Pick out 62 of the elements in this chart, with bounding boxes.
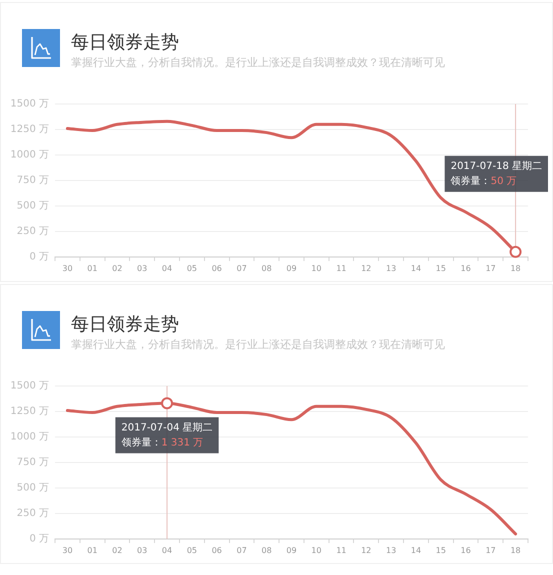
x-tick-label: 05	[186, 264, 198, 273]
y-tick-label: 1000 万	[10, 432, 49, 443]
x-tick-label: 13	[386, 546, 396, 555]
chart-title: 每日领券走势	[71, 314, 179, 336]
x-tick-label: 07	[236, 546, 247, 555]
x-tick-label: 04	[162, 264, 172, 273]
annotation: 领券量：	[121, 436, 162, 448]
x-tick-label: 02	[112, 264, 122, 273]
x-tick-label: 12	[361, 264, 372, 273]
annotation: 2017-07-18 星期二	[450, 160, 542, 172]
x-tick-label: 03	[137, 546, 148, 555]
x-tick-label: 09	[286, 546, 297, 555]
y-tick-label: 250 万	[16, 508, 49, 520]
y-tick-label: 500 万	[16, 482, 49, 494]
annotation: 50 万	[490, 176, 517, 187]
x-tick-label: 06	[212, 546, 222, 555]
x-tick-label: 13	[386, 264, 396, 273]
chart-title: 每日领券走势	[71, 32, 179, 54]
x-tick-label: 05	[186, 546, 198, 555]
chart-subtitle: 掌握行业大盘，分析自我情况。是行业上涨还是自我调整成效？现在清晰可见	[71, 338, 445, 352]
x-tick-label: 30	[62, 264, 73, 273]
y-tick-label: 1250 万	[10, 124, 49, 136]
x-tick-label: 15	[436, 546, 446, 555]
annotation: 领券量：	[450, 174, 491, 187]
y-tick-label: 250 万	[16, 226, 49, 238]
y-tick-label: 1500 万	[10, 380, 49, 392]
y-tick-label: 750 万	[16, 175, 49, 186]
x-tick-label: 04	[162, 546, 172, 555]
x-tick-label: 09	[286, 264, 297, 273]
x-tick-label: 17	[486, 546, 496, 555]
x-tick-label: 08	[262, 264, 272, 273]
x-tick-label: 17	[486, 264, 496, 273]
y-tick-label: 1000 万	[10, 150, 49, 161]
y-tick-label: 0 万	[29, 534, 49, 545]
x-tick-label: 01	[87, 264, 98, 273]
x-tick-label: 10	[311, 264, 322, 273]
y-tick-label: 1250 万	[10, 406, 49, 418]
y-tick-label: 0 万	[29, 252, 49, 263]
x-tick-label: 16	[460, 546, 471, 555]
x-tick-label: 14	[410, 546, 422, 555]
annotation: 2017-07-04 星期二	[121, 421, 213, 434]
y-tick-label: 500 万	[16, 200, 49, 212]
x-tick-label: 11	[336, 264, 346, 273]
x-tick-label: 10	[311, 546, 322, 555]
x-tick-label: 08	[262, 546, 272, 555]
y-tick-label: 1500 万	[10, 98, 49, 110]
x-tick-label: 07	[236, 264, 247, 273]
x-tick-label: 18	[510, 264, 521, 273]
x-tick-label: 30	[62, 546, 73, 555]
chart-subtitle: 掌握行业大盘，分析自我情况。是行业上涨还是自我调整成效？现在清晰可见	[71, 56, 445, 70]
x-tick-label: 18	[510, 546, 521, 555]
annotation: 1 331 万	[161, 437, 204, 448]
x-tick-label: 12	[361, 546, 372, 555]
x-tick-label: 16	[460, 264, 471, 273]
x-tick-label: 01	[87, 546, 98, 555]
x-tick-label: 02	[112, 546, 122, 555]
x-tick-label: 06	[212, 264, 222, 273]
x-tick-label: 03	[137, 264, 148, 273]
x-tick-label: 14	[410, 264, 422, 273]
x-tick-label: 11	[336, 546, 346, 555]
y-tick-label: 750 万	[16, 457, 49, 468]
x-tick-label: 15	[436, 264, 446, 273]
